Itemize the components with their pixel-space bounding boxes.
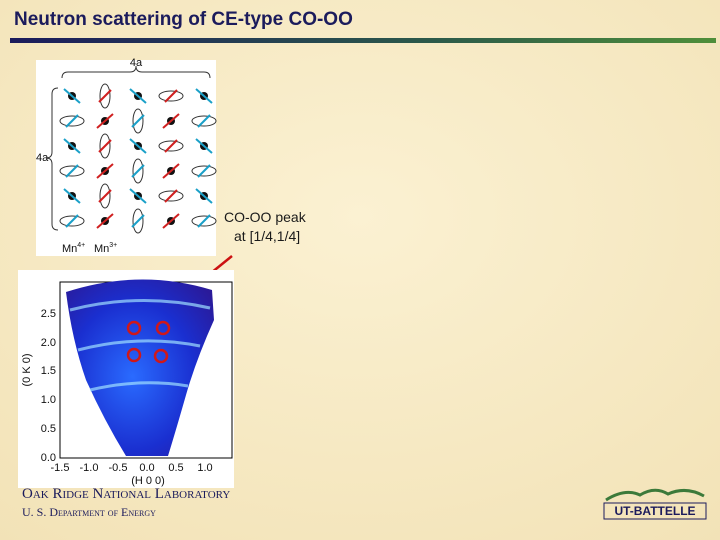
x-tick-label: 0.0 bbox=[139, 462, 154, 474]
orbital bbox=[191, 215, 217, 227]
spin-arrow bbox=[65, 214, 79, 228]
intensity-map bbox=[66, 279, 214, 456]
x-tick-label: 1.0 bbox=[197, 462, 212, 474]
orbital bbox=[158, 190, 184, 202]
spin-arrow bbox=[96, 163, 114, 179]
lattice-side-label: 4a bbox=[36, 152, 49, 164]
legend-text: Mn bbox=[62, 243, 77, 255]
y-tick-label: 2.5 bbox=[41, 308, 56, 320]
orbital bbox=[59, 215, 85, 227]
y-tick-label: 1.0 bbox=[41, 394, 56, 406]
legend-sup: 4+ bbox=[77, 242, 85, 249]
orbital bbox=[99, 83, 111, 109]
spin-arrow bbox=[96, 113, 114, 129]
logo-box bbox=[603, 502, 707, 520]
spin-arrow bbox=[197, 214, 211, 228]
spin-arrow bbox=[197, 164, 211, 178]
legend-mn4: Mn4+ bbox=[62, 242, 85, 255]
legend-text: Mn bbox=[94, 243, 109, 255]
spin-arrow bbox=[164, 89, 178, 103]
scattering-map: (0 K 0) (H 0 0) 2.52.01.51.00.50.0-1.5 -1… bbox=[18, 270, 234, 488]
spin-arrow bbox=[131, 214, 145, 228]
spin-arrow bbox=[65, 114, 79, 128]
spin-arrow bbox=[162, 163, 180, 179]
spin-arrow bbox=[131, 114, 145, 128]
peak-circle bbox=[153, 348, 169, 364]
spin-arrow bbox=[129, 188, 147, 204]
spin-arrow bbox=[164, 189, 178, 203]
y-tick-label: 1.5 bbox=[41, 365, 56, 377]
peak-circle bbox=[126, 347, 142, 363]
annotation-line: at [1/4,1/4] bbox=[234, 228, 300, 244]
spin-arrow bbox=[197, 114, 211, 128]
orbital bbox=[132, 108, 144, 134]
orbital bbox=[99, 183, 111, 209]
orbital bbox=[191, 165, 217, 177]
spin-arrow bbox=[63, 138, 81, 154]
spin-arrow bbox=[195, 88, 213, 104]
spin-arrow bbox=[63, 188, 81, 204]
orbital bbox=[191, 115, 217, 127]
spin-arrow bbox=[63, 88, 81, 104]
y-axis-label: (0 K 0) bbox=[21, 353, 33, 386]
spin-arrow bbox=[129, 138, 147, 154]
orbital bbox=[59, 165, 85, 177]
x-tick-label: -0.5 bbox=[109, 462, 128, 474]
x-axis-label: (H 0 0) bbox=[131, 475, 165, 487]
logo: UT-BATTELLE bbox=[603, 488, 707, 520]
footer-department: U. S. Department of Energy bbox=[22, 505, 156, 519]
peak-circle bbox=[155, 320, 171, 336]
spin-arrow bbox=[98, 189, 112, 203]
logo-mountains bbox=[605, 488, 705, 502]
spin-arrow bbox=[98, 89, 112, 103]
spin-arrow bbox=[164, 139, 178, 153]
y-tick-label: 0.5 bbox=[41, 423, 56, 435]
orbital bbox=[59, 115, 85, 127]
x-tick-label: -1.0 bbox=[80, 462, 99, 474]
spin-arrow bbox=[162, 113, 180, 129]
x-tick-label: 0.5 bbox=[168, 462, 183, 474]
lattice-top-label: 4a bbox=[130, 57, 143, 69]
logo-text: UT-BATTELLE bbox=[614, 504, 695, 518]
x-tick-label: -1.5 bbox=[51, 462, 70, 474]
spin-arrow bbox=[131, 164, 145, 178]
orbital bbox=[132, 158, 144, 184]
brace-top bbox=[61, 65, 211, 79]
brace-side bbox=[45, 87, 59, 231]
orbital bbox=[158, 140, 184, 152]
powder-ring bbox=[69, 299, 211, 392]
title-rule bbox=[10, 38, 716, 43]
spin-arrow bbox=[195, 188, 213, 204]
y-tick-label: 2.0 bbox=[41, 337, 56, 349]
lattice-panel bbox=[36, 60, 216, 256]
legend-sup: 3+ bbox=[109, 242, 117, 249]
spin-arrow bbox=[65, 164, 79, 178]
spin-arrow bbox=[98, 139, 112, 153]
spin-arrow bbox=[162, 213, 180, 229]
orbital bbox=[99, 133, 111, 159]
orbital bbox=[158, 90, 184, 102]
spin-arrow bbox=[129, 88, 147, 104]
annotation-line: CO-OO peak bbox=[224, 209, 307, 225]
legend-mn3: Mn3+ bbox=[94, 242, 117, 255]
slide-title: Neutron scattering of CE-type CO-OO bbox=[14, 9, 353, 30]
peak-circle bbox=[126, 320, 142, 336]
lattice-figure: 4a 4a Mn4+ Mn3+ bbox=[36, 57, 217, 256]
spin-arrow bbox=[195, 138, 213, 154]
orbital bbox=[132, 208, 144, 234]
y-tick-label: 0.0 bbox=[41, 452, 56, 464]
spin-arrow bbox=[96, 213, 114, 229]
footer-lab: Oak Ridge National Laboratory bbox=[22, 486, 230, 502]
